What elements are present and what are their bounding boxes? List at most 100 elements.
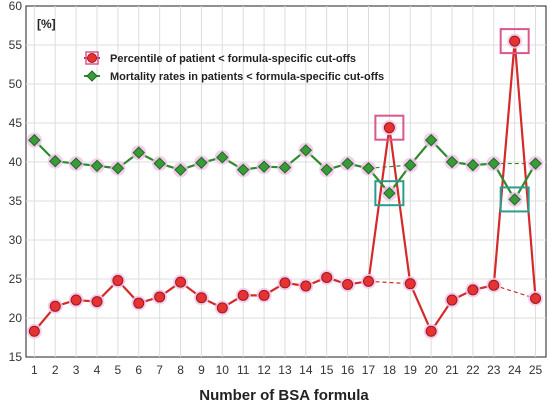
- legend: Percentile of patient < formula-specific…: [84, 51, 384, 83]
- point-percentile: [342, 278, 354, 290]
- x-tick-label: 17: [362, 363, 376, 377]
- point-percentile: [446, 294, 458, 306]
- point-percentile: [383, 122, 395, 134]
- y-tick-label: 55: [9, 38, 23, 52]
- point-mortality: [195, 156, 208, 169]
- point-mortality: [49, 155, 62, 168]
- grid: [26, 6, 546, 357]
- highlight-box: [374, 114, 405, 141]
- point-percentile: [70, 294, 82, 306]
- point-percentile: [530, 293, 542, 304]
- point-mortality: [424, 133, 438, 147]
- y-axis-label: [%]: [37, 17, 56, 31]
- y-tick-label: 15: [9, 350, 23, 364]
- point-percentile: [425, 325, 437, 337]
- point-percentile: [279, 277, 291, 289]
- y-tick-label: 50: [9, 77, 23, 91]
- point-mortality: [529, 157, 542, 170]
- x-tick-label: 4: [94, 363, 101, 377]
- legend-marker-mortality: [86, 70, 98, 82]
- legend-marker-percentile: [87, 53, 97, 63]
- highlight-box: [499, 28, 530, 55]
- y-tick-label: 45: [9, 116, 23, 130]
- x-axis-label: Number of BSA formula: [199, 387, 369, 404]
- point-mortality: [278, 161, 292, 174]
- point-mortality: [236, 163, 250, 177]
- x-tick-label: 14: [299, 363, 313, 377]
- point-mortality: [111, 162, 125, 175]
- point-mortality: [132, 146, 145, 159]
- legend-frame-percentile: [85, 51, 99, 65]
- x-tick-label: 20: [424, 363, 438, 377]
- x-tick-label: 13: [278, 363, 292, 377]
- point-percentile: [321, 271, 333, 283]
- point-percentile: [154, 291, 166, 303]
- x-tick-label: 18: [383, 363, 397, 377]
- x-tick-label: 2: [52, 363, 59, 377]
- point-percentile: [258, 289, 270, 301]
- y-tick-label: 40: [9, 155, 23, 169]
- point-mortality: [299, 144, 313, 157]
- point-percentile: [216, 302, 228, 314]
- point-percentile: [509, 35, 521, 47]
- point-percentile: [49, 300, 61, 312]
- point-mortality: [445, 155, 459, 169]
- legend-label-mortality: Mortality rates in patients < formula-sp…: [110, 71, 384, 83]
- y-tick-labels: 15 20 25 30 35 40 45 50 55 60: [9, 0, 23, 364]
- point-mortality: [69, 157, 83, 170]
- point-percentile: [175, 276, 187, 288]
- point-mortality: [174, 163, 187, 177]
- point-percentile: [28, 325, 40, 337]
- x-tick-label: 8: [177, 363, 184, 377]
- y-tick-label: 35: [9, 194, 23, 208]
- highlight-box: [499, 186, 530, 213]
- point-percentile: [195, 292, 207, 304]
- point-mortality: [257, 160, 271, 173]
- x-tick-label: 10: [216, 363, 230, 377]
- x-tick-label: 16: [341, 363, 355, 377]
- point-mortality: [28, 133, 41, 147]
- x-tick-label: 15: [320, 363, 334, 377]
- point-mortality: [383, 186, 396, 200]
- point-percentile: [237, 289, 249, 301]
- x-tick-label: 19: [404, 363, 418, 377]
- x-tick-label: 23: [487, 363, 501, 377]
- point-percentile: [488, 279, 500, 291]
- x-tick-label: 12: [257, 363, 271, 377]
- legend-entry-mortality: Mortality rates in patients < formula-sp…: [84, 70, 384, 83]
- point-mortality: [320, 163, 333, 177]
- y-tick-label: 30: [9, 233, 23, 247]
- point-percentile: [91, 296, 103, 308]
- y-tick-label: 60: [9, 0, 23, 13]
- x-tick-label: 11: [237, 363, 250, 377]
- point-percentile: [300, 280, 312, 292]
- point-mortality: [216, 151, 229, 164]
- point-mortality: [341, 157, 354, 170]
- point-mortality: [487, 157, 500, 170]
- point-percentile: [404, 278, 416, 290]
- x-tick-label: 9: [198, 363, 205, 377]
- x-tick-label: 7: [156, 363, 163, 377]
- x-tick-label: 5: [115, 363, 122, 377]
- series-layer: [26, 28, 544, 339]
- point-mortality: [153, 157, 166, 170]
- point-percentile: [362, 275, 374, 287]
- x-tick-label: 22: [466, 363, 480, 377]
- x-tick-label: 24: [508, 363, 522, 377]
- point-mortality: [508, 193, 521, 206]
- x-tick-label: 21: [445, 363, 459, 377]
- highlight-box: [374, 180, 405, 207]
- point-percentile: [112, 275, 124, 287]
- y-tick-label: 20: [9, 311, 23, 325]
- x-tick-label: 3: [73, 363, 80, 377]
- legend-entry-percentile: Percentile of patient < formula-specific…: [84, 51, 356, 65]
- x-tick-labels: 1 2 3 4 5 6 7 8 9 10 11 12 13 14 15 16 17 18 19 20 21 22 23 24 2…: [31, 363, 543, 377]
- point-mortality: [362, 162, 375, 175]
- point-mortality: [466, 158, 480, 172]
- legend-label-percentile: Percentile of patient < formula-specific…: [110, 53, 356, 65]
- x-tick-label: 6: [135, 363, 142, 377]
- point-percentile: [133, 297, 145, 309]
- point-percentile: [467, 284, 479, 296]
- x-tick-label: 1: [31, 363, 38, 377]
